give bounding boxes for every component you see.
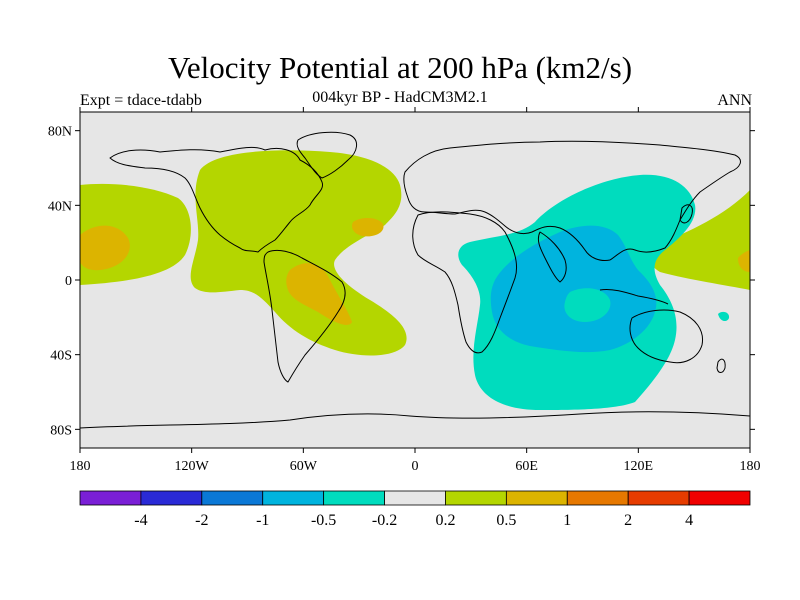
lon-tick-label: 60E bbox=[515, 459, 538, 474]
field-negative-mid-indian bbox=[490, 225, 657, 353]
colorbar-swatch bbox=[262, 490, 325, 506]
colorbar-label: 0.2 bbox=[435, 512, 455, 529]
field-positive-mid-east bbox=[738, 250, 750, 272]
colorbar-label: 4 bbox=[685, 512, 693, 529]
colorbar-label: -1 bbox=[256, 512, 269, 529]
experiment-label: Expt = tdace-tdabb bbox=[80, 92, 202, 109]
lat-tick-label: 0 bbox=[65, 274, 72, 289]
colorbar-swatch bbox=[505, 490, 568, 506]
colorbar-swatch bbox=[201, 490, 264, 506]
field-positive-mid-atlantic bbox=[352, 218, 384, 237]
field-contours bbox=[80, 150, 750, 410]
coastlines bbox=[79, 131, 751, 429]
map-frame bbox=[79, 111, 751, 449]
colorbar-swatch bbox=[384, 490, 446, 506]
coastline-new-zealand bbox=[716, 358, 726, 373]
lon-tick-label: 60W bbox=[290, 459, 318, 474]
colorbar-label: 1 bbox=[563, 512, 571, 529]
coastline-eurasia bbox=[403, 140, 741, 261]
coastline-greenland bbox=[296, 131, 357, 179]
colorbar-swatch bbox=[323, 490, 385, 506]
field-positive-weak-americas bbox=[190, 150, 407, 356]
colorbar: -4 -2 -1 -0.5 -0.2 0.2 0.5 1 2 4 bbox=[79, 490, 751, 529]
coastline-south-america bbox=[263, 249, 346, 383]
longitude-ticks: 180 120W 60W 0 60E 120E 180 bbox=[70, 107, 761, 474]
coastline-australia bbox=[629, 309, 704, 364]
lat-tick-label: 40S bbox=[50, 349, 72, 364]
map-title: Velocity Potential at 200 hPa (km2/s) bbox=[167, 50, 633, 85]
colorbar-label: -4 bbox=[134, 512, 147, 529]
lon-tick-label: 180 bbox=[70, 459, 91, 474]
coastline-india bbox=[537, 231, 567, 283]
lon-tick-label: 120W bbox=[175, 459, 210, 474]
coastline-north-america bbox=[109, 146, 324, 253]
coastline-indonesia bbox=[599, 289, 669, 305]
field-positive-weak-east bbox=[648, 190, 750, 290]
lat-tick-label: 80N bbox=[48, 125, 72, 140]
colorbar-swatch bbox=[688, 490, 751, 506]
lon-tick-label: 180 bbox=[740, 459, 761, 474]
coastline-antarctica bbox=[79, 411, 751, 429]
field-negative-weak-inner bbox=[564, 288, 611, 322]
colorbar-swatch bbox=[627, 490, 690, 506]
colorbar-label: -0.2 bbox=[372, 512, 397, 529]
colorbar-swatch bbox=[79, 490, 142, 506]
colorbar-swatch bbox=[140, 490, 203, 506]
coastline-japan bbox=[679, 204, 693, 224]
map-subtitle: 004kyr BP - HadCM3M2.1 bbox=[312, 89, 488, 106]
field-positive-mid-pacific bbox=[80, 225, 130, 271]
lon-tick-label: 120E bbox=[624, 459, 654, 474]
lat-tick-label: 40N bbox=[48, 199, 72, 214]
field-negative-weak-small bbox=[718, 311, 730, 322]
lat-tick-label: 80S bbox=[50, 423, 72, 438]
latitude-ticks: 80N 40N 0 40S 80S bbox=[48, 125, 755, 438]
coastline-africa bbox=[412, 211, 518, 354]
field-positive-mid-amazon bbox=[286, 263, 352, 325]
colorbar-label: 0.5 bbox=[496, 512, 516, 529]
lon-tick-label: 0 bbox=[412, 459, 419, 474]
colorbar-label: -2 bbox=[195, 512, 208, 529]
colorbar-label: 2 bbox=[624, 512, 632, 529]
colorbar-swatch bbox=[445, 490, 507, 506]
colorbar-swatch bbox=[566, 490, 629, 506]
season-label: ANN bbox=[717, 92, 752, 109]
colorbar-label: -0.5 bbox=[311, 512, 336, 529]
